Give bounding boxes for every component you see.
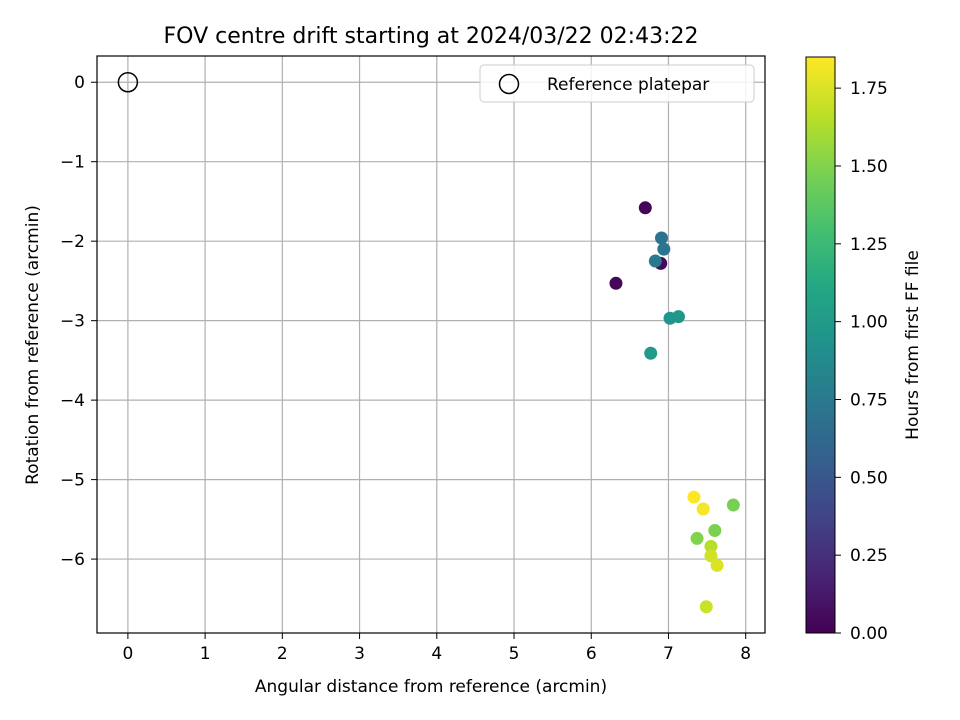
y-tick-label: −5 <box>60 471 85 491</box>
x-tick-label: 5 <box>509 644 520 664</box>
colorbar-label: Hours from first FF file <box>903 250 923 440</box>
data-point <box>726 498 740 512</box>
x-tick-label: 3 <box>354 644 365 664</box>
colorbar-ticks: 0.00 0.25 0.50 0.75 1.00 1.25 1.50 1.75 <box>835 79 888 644</box>
x-tick-label: 4 <box>431 644 442 664</box>
plot-frame <box>96 55 766 634</box>
data-point <box>696 502 710 516</box>
x-tick-label: 7 <box>663 644 674 664</box>
x-axis-ticks: 0 1 2 3 4 5 6 7 8 <box>122 633 751 664</box>
data-point <box>638 201 652 215</box>
colorbar-tick-label: 0.25 <box>850 546 888 566</box>
data-point <box>690 531 704 545</box>
data-points <box>117 71 740 614</box>
data-point <box>644 346 658 360</box>
colorbar-tick-label: 0.00 <box>850 624 888 644</box>
chart-title: FOV centre drift starting at 2024/03/22 … <box>164 24 699 49</box>
x-tick-label: 0 <box>122 644 133 664</box>
x-tick-label: 1 <box>200 644 211 664</box>
data-point <box>704 539 718 553</box>
data-point <box>609 276 623 290</box>
legend-label: Reference platepar <box>547 75 709 95</box>
y-tick-label: −4 <box>60 391 85 411</box>
y-tick-label: −3 <box>60 312 85 332</box>
y-tick-label: 0 <box>74 73 85 93</box>
legend: Reference platepar <box>479 64 755 103</box>
y-axis-ticks: 0 −1 −2 −3 −4 −5 −6 <box>60 73 97 570</box>
x-axis-label: Angular distance from reference (arcmin) <box>255 677 607 697</box>
colorbar-tick-label: 1.75 <box>850 79 888 99</box>
data-point <box>655 231 669 245</box>
y-tick-label: −6 <box>60 550 85 570</box>
colorbar-tick-label: 1.50 <box>850 157 888 177</box>
x-tick-label: 2 <box>277 644 288 664</box>
x-tick-label: 8 <box>740 644 751 664</box>
data-point <box>657 242 671 256</box>
x-tick-label: 6 <box>586 644 597 664</box>
data-point <box>708 523 722 537</box>
data-point <box>704 549 718 563</box>
y-axis-label: Rotation from reference (arcmin) <box>23 205 43 485</box>
reference-platepar-marker <box>117 71 139 93</box>
colorbar-tick-label: 1.00 <box>850 313 888 333</box>
grid-lines <box>97 56 765 633</box>
colorbar: 0.00 0.25 0.50 0.75 1.00 1.25 1.50 1.75 Hours f… <box>805 56 923 644</box>
colorbar-tick-label: 1.25 <box>850 235 888 255</box>
legend-reference-marker <box>498 73 520 95</box>
colorbar-tick-label: 0.50 <box>850 468 888 488</box>
legend-box <box>479 64 755 103</box>
data-point <box>710 558 724 572</box>
colorbar-gradient <box>805 56 836 634</box>
colorbar-tick-label: 0.75 <box>850 390 888 410</box>
data-point <box>687 490 701 504</box>
y-tick-label: −2 <box>60 232 85 252</box>
data-point <box>672 310 686 324</box>
y-tick-label: −1 <box>60 153 85 173</box>
data-point <box>699 600 713 614</box>
data-point <box>648 254 662 268</box>
